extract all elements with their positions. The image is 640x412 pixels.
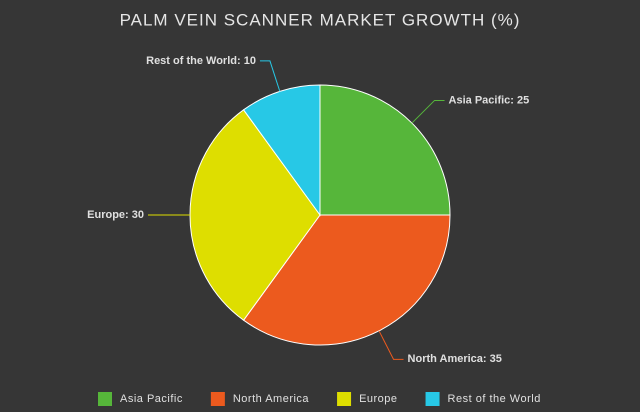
legend-swatch — [337, 392, 352, 406]
leader-line — [259, 60, 281, 92]
legend-swatch — [425, 392, 440, 406]
legend-label: North America — [233, 393, 310, 405]
pie-slice — [242, 214, 451, 346]
leader-line — [378, 330, 404, 360]
legend-label: Rest of the World — [448, 393, 541, 405]
legend-swatch — [210, 392, 225, 406]
legend-label: Asia Pacific — [120, 393, 183, 405]
leader-line — [411, 99, 445, 124]
data-label: Europe: 30 — [87, 209, 144, 221]
pie-slice — [189, 109, 321, 321]
legend-swatch — [98, 392, 112, 406]
pie-slice — [242, 84, 321, 217]
legend-label: Europe — [359, 393, 397, 405]
data-label: Asia Pacific: 25 — [449, 94, 530, 106]
data-label: North America: 35 — [408, 353, 502, 365]
chart-title: PALM VEIN SCANNER MARKET GROWTH (%) — [120, 10, 521, 29]
data-label: Rest of the World: 10 — [146, 55, 256, 67]
